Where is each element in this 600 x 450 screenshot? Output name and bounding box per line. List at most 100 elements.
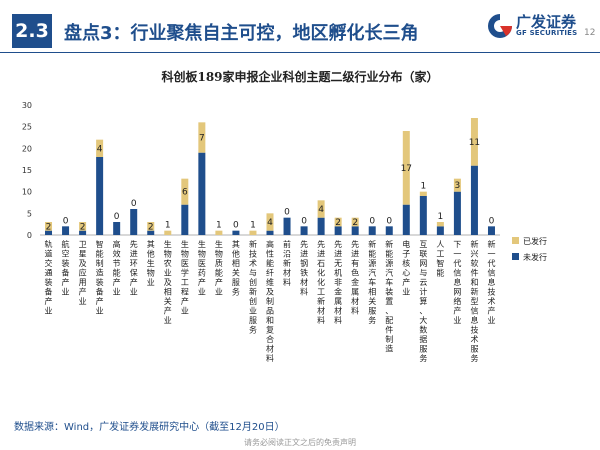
x-tick-label: 其他生物业	[147, 240, 155, 287]
bar-not-issued	[317, 217, 325, 235]
data-label: 3	[455, 181, 461, 191]
data-label: 0	[131, 199, 137, 209]
section-number: 2.3	[12, 14, 52, 48]
data-label: 1	[250, 221, 256, 231]
x-tick-label: 卫星及应用产业	[79, 240, 87, 306]
x-tick-label: 智能制造装备产业	[96, 239, 104, 316]
legend-label: 未发行	[523, 252, 547, 262]
bar-issued	[249, 230, 257, 235]
x-tick-label: 电子核心产业	[402, 239, 410, 297]
bar-not-issued	[419, 196, 427, 235]
data-label: 0	[369, 216, 375, 226]
data-label: 0	[233, 221, 239, 231]
y-tick-label: 0	[27, 231, 32, 240]
data-label: 0	[301, 216, 307, 226]
bar-issued	[215, 230, 223, 235]
x-tick-label: 下一代信息网络产业	[453, 240, 461, 325]
bar-not-issued	[96, 157, 104, 235]
bar-issued	[419, 191, 427, 196]
bar-issued	[351, 217, 359, 227]
data-label: 6	[182, 188, 188, 198]
bar-issued	[317, 200, 325, 218]
bar-not-issued	[79, 230, 87, 235]
logo-text-cn: 广发证券	[516, 13, 577, 31]
x-tick-label: 新兴软件和新型信息技术服务	[470, 239, 478, 363]
x-tick-label: 先进有色金属材料	[351, 239, 359, 316]
x-tick-label: 新能源汽车相关服务	[368, 239, 376, 325]
x-tick-label: 其他相关服务	[232, 240, 240, 297]
page-title: 盘点3：行业聚焦自主可控，地区孵化长三角	[64, 23, 419, 44]
y-tick-label: 15	[22, 166, 32, 175]
bar-issued	[436, 222, 444, 227]
bar-not-issued	[368, 226, 376, 235]
bar-not-issued	[453, 191, 461, 235]
x-tick-label: 轨道交通装备产业	[45, 239, 53, 316]
page-number: 12	[584, 28, 596, 38]
data-label: 2	[46, 222, 52, 232]
y-tick-label: 25	[22, 123, 32, 132]
bar-issued	[79, 222, 87, 231]
header-divider	[0, 52, 600, 53]
bar-not-issued	[45, 230, 53, 235]
y-tick-label: 30	[22, 101, 32, 110]
header: 2.3 盘点3：行业聚焦自主可控，地区孵化长三角 广发证券 GF SECURIT…	[0, 0, 600, 60]
x-tick-label: 新一代信息技术产业	[487, 239, 495, 325]
bar-issued	[181, 178, 189, 205]
data-label: 2	[80, 222, 86, 232]
data-label: 2	[352, 218, 358, 228]
data-label: 4	[97, 144, 103, 154]
bar-not-issued	[266, 230, 274, 235]
data-label: 4	[318, 205, 324, 215]
y-tick-label: 10	[22, 188, 32, 197]
x-tick-label: 先进钢铁材料	[300, 239, 308, 297]
bar-not-issued	[351, 226, 359, 235]
y-tick-label: 20	[22, 144, 32, 153]
x-tick-label: 高性能纤维及制品和复合材料	[266, 239, 274, 363]
bar-issued	[470, 118, 478, 166]
logo-text-en: GF SECURITIES	[516, 29, 578, 37]
bar-not-issued	[283, 217, 291, 235]
bar-issued	[96, 139, 104, 157]
bar-not-issued	[232, 230, 240, 235]
bar-not-issued	[470, 165, 478, 235]
brand-logo: 广发证券 GF SECURITIES	[486, 10, 578, 44]
bar-not-issued	[147, 230, 155, 235]
bar-issued	[147, 222, 155, 231]
bar-issued	[402, 131, 410, 205]
x-tick-label: 人工智能	[436, 240, 444, 278]
data-label: 1	[216, 221, 222, 231]
x-tick-label: 生物医药产业	[198, 239, 206, 297]
x-tick-label: 互联网与云计算、大数据服务	[419, 240, 427, 363]
bar-not-issued	[198, 152, 206, 235]
data-label: 17	[401, 164, 412, 174]
data-label: 7	[199, 134, 205, 144]
bar-not-issued	[113, 222, 121, 235]
bar-not-issued	[402, 204, 410, 235]
bar-issued	[164, 230, 172, 235]
x-tick-label: 先进无机非金属材料	[334, 239, 342, 325]
stacked-bar-chart: 0510152025302轨道交通装备产业0航空装备产业2卫星及应用产业4智能制…	[22, 101, 547, 363]
bar-not-issued	[385, 226, 393, 235]
x-tick-label: 新技术与创新创业服务	[249, 239, 257, 335]
bar-not-issued	[130, 209, 138, 235]
x-tick-label: 新能源汽车装置、配件制造	[385, 239, 393, 354]
data-label: 11	[469, 138, 480, 148]
bar-not-issued	[436, 226, 444, 235]
legend-swatch-not-issued	[512, 253, 519, 260]
bar-issued	[45, 222, 53, 231]
bar-issued	[266, 213, 274, 231]
x-tick-label: 前沿新材料	[283, 239, 291, 287]
bar-not-issued	[181, 204, 189, 235]
bar-issued	[334, 217, 342, 227]
x-tick-label: 先进石化化工新材料	[317, 239, 325, 325]
x-tick-label: 生物医学工程产业	[181, 239, 189, 316]
source-note: 数据来源：Wind，广发证券发展研究中心（截至12月20日）	[14, 422, 285, 433]
bar-issued	[453, 178, 461, 192]
bar-not-issued	[334, 226, 342, 235]
data-label: 0	[284, 208, 290, 218]
data-label: 0	[386, 216, 392, 226]
data-label: 0	[63, 216, 69, 226]
x-tick-label: 生物质能产业	[215, 239, 223, 297]
x-tick-label: 航空装备产业	[62, 239, 70, 297]
legend-swatch-issued	[512, 237, 519, 244]
